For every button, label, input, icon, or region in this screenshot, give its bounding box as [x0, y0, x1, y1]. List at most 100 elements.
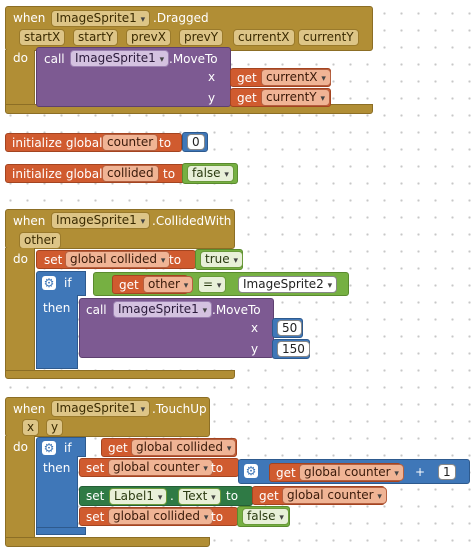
if-block[interactable]: ⚙ if	[36, 271, 86, 296]
component-dropdown[interactable]: ImageSprite1 ▾	[51, 400, 151, 417]
get-other-block[interactable]: get other ▾	[112, 275, 194, 294]
number-block-150[interactable]: 150	[272, 339, 310, 359]
param-startX[interactable]: startX	[19, 29, 66, 46]
param-prevY[interactable]: prevY	[179, 29, 224, 46]
param-startY[interactable]: startY	[73, 29, 119, 46]
get-currentX-block[interactable]: get currentX ▾	[230, 68, 331, 87]
boolean-dropdown[interactable]: false ▾	[187, 165, 234, 182]
y-arg-label: y	[251, 342, 259, 356]
false-block-2[interactable]: false ▾	[237, 506, 290, 527]
to-label: to	[226, 489, 239, 503]
get-collided-block[interactable]: get global collided ▾	[101, 438, 237, 457]
component-dropdown[interactable]: ImageSprite1 ▾	[113, 301, 213, 318]
true-block[interactable]: true ▾	[195, 249, 243, 270]
dropdown-arrow-icon: ▾	[224, 170, 229, 180]
param-prevX[interactable]: prevX	[126, 29, 171, 46]
label-component-dropdown[interactable]: Label1 ▾	[109, 488, 168, 505]
var-dropdown[interactable]: other ▾	[143, 276, 194, 293]
dropdown-arrow-icon: ▾	[183, 281, 189, 291]
moveto-call-block-2[interactable]: call ImageSprite1 ▾ .MoveTo x y	[79, 298, 274, 358]
dropdown-arrow-icon: ▾	[279, 513, 284, 523]
dropdown-arrow-icon: ▾	[140, 217, 146, 227]
operator-dropdown[interactable]: = ▾	[198, 276, 227, 293]
y-arg-label: y	[208, 91, 216, 105]
call-label: call	[86, 303, 107, 317]
var-dropdown[interactable]: global counter ▾	[282, 487, 387, 504]
collidedwith-event-block[interactable]: when ImageSprite1 ▾ .CollidedWith other	[5, 209, 235, 249]
number-block-50[interactable]: 50	[272, 318, 303, 338]
get-counter-block-2[interactable]: get global counter ▾	[252, 486, 387, 505]
x-arg-label: x	[251, 321, 259, 335]
to-label: to	[159, 136, 172, 150]
get-counter-block[interactable]: get global counter ▾	[269, 463, 404, 482]
when-label: when	[13, 402, 46, 416]
moveto-call-block[interactable]: call ImageSprite1 ▾ .MoveTo x y	[36, 47, 231, 107]
var-name-field[interactable]: collided	[102, 165, 159, 182]
var-dropdown[interactable]: global counter ▾	[108, 459, 213, 476]
dropdown-arrow-icon: ▾	[159, 55, 165, 65]
set-collided-false-block[interactable]: set global collided ▾ to	[79, 507, 238, 526]
init-collided-block[interactable]: initialize global collided to	[5, 164, 185, 183]
do-label: do	[13, 440, 28, 454]
param-currentX[interactable]: currentX	[233, 29, 295, 46]
number-field[interactable]: 1	[438, 464, 456, 480]
method-name: .MoveTo	[212, 303, 261, 317]
set-label: set	[86, 461, 105, 475]
component-dropdown[interactable]: ImageSprite1 ▾	[51, 10, 151, 27]
param-other[interactable]: other	[19, 232, 61, 249]
set-label-text-block[interactable]: set Label1 ▾ . Text ▾ to	[79, 486, 253, 506]
get-label: get	[259, 489, 279, 503]
do-label: do	[13, 51, 28, 65]
event-name: .Dragged	[153, 11, 209, 25]
number-field[interactable]: 50	[277, 320, 303, 336]
touchup-event-block[interactable]: when ImageSprite1 ▾ .TouchUp x y	[5, 397, 210, 437]
dropdown-arrow-icon: ▾	[327, 281, 333, 291]
dropdown-arrow-icon: ▾	[140, 15, 146, 25]
init-counter-block[interactable]: initialize global counter to	[5, 133, 182, 152]
plus-operator: +	[415, 465, 426, 479]
var-dropdown[interactable]: currentY ▾	[261, 89, 330, 106]
if-block-2[interactable]: ⚙ if	[36, 437, 86, 457]
param-y[interactable]: y	[46, 419, 64, 436]
var-name-field[interactable]: counter	[102, 134, 159, 151]
dragged-event-block[interactable]: when ImageSprite1 ▾ .Dragged startX star…	[5, 6, 373, 51]
gear-icon[interactable]: ⚙	[42, 441, 56, 455]
boolean-dropdown[interactable]: true ▾	[200, 251, 243, 268]
var-dropdown[interactable]: global counter ▾	[299, 464, 404, 481]
dropdown-arrow-icon: ▾	[211, 493, 216, 503]
gear-icon[interactable]: ⚙	[42, 276, 56, 290]
false-block[interactable]: false ▾	[182, 163, 238, 184]
var-dropdown[interactable]: global collided ▾	[65, 251, 171, 268]
compare-block[interactable]: get other ▾ = ▾ ImageSprite2 ▾	[93, 272, 349, 296]
get-label: get	[276, 466, 296, 480]
param-currentY[interactable]: currentY	[298, 29, 359, 46]
set-counter-block[interactable]: set global counter ▾ to	[79, 458, 239, 477]
component-dropdown[interactable]: ImageSprite1 ▾	[51, 212, 151, 229]
dropdown-arrow-icon: ▾	[226, 444, 232, 454]
var-dropdown[interactable]: global collided ▾	[108, 508, 214, 525]
set-label: set	[86, 510, 105, 524]
number-field[interactable]: 150	[277, 341, 310, 357]
touchup-footer	[5, 537, 210, 547]
get-label: get	[237, 71, 257, 85]
component-compare-dropdown[interactable]: ImageSprite2 ▾	[238, 276, 338, 293]
var-dropdown[interactable]: global collided ▾	[131, 439, 237, 456]
var-dropdown[interactable]: currentX ▾	[261, 69, 331, 86]
set-collided-true-block[interactable]: set global collided ▾ to	[36, 250, 196, 269]
param-x[interactable]: x	[22, 419, 40, 436]
dropdown-arrow-icon: ▾	[321, 74, 326, 84]
dropdown-arrow-icon: ▾	[160, 256, 166, 266]
component-dropdown[interactable]: ImageSprite1 ▾	[70, 50, 170, 67]
method-name: .MoveTo	[169, 52, 218, 66]
touchup-do-bar: do	[5, 436, 35, 539]
number-block[interactable]: 0	[182, 132, 208, 152]
get-label: get	[108, 441, 128, 455]
gear-icon[interactable]: ⚙	[244, 464, 258, 478]
property-dropdown[interactable]: Text ▾	[178, 488, 221, 505]
addition-block[interactable]: ⚙ get global counter ▾ + 1	[238, 459, 470, 484]
get-currentY-block[interactable]: get currentY ▾	[230, 88, 331, 107]
event-name: .TouchUp	[152, 402, 207, 416]
boolean-dropdown[interactable]: false ▾	[242, 508, 289, 525]
number-field[interactable]: 0	[187, 134, 205, 150]
when-label: when	[13, 11, 46, 25]
